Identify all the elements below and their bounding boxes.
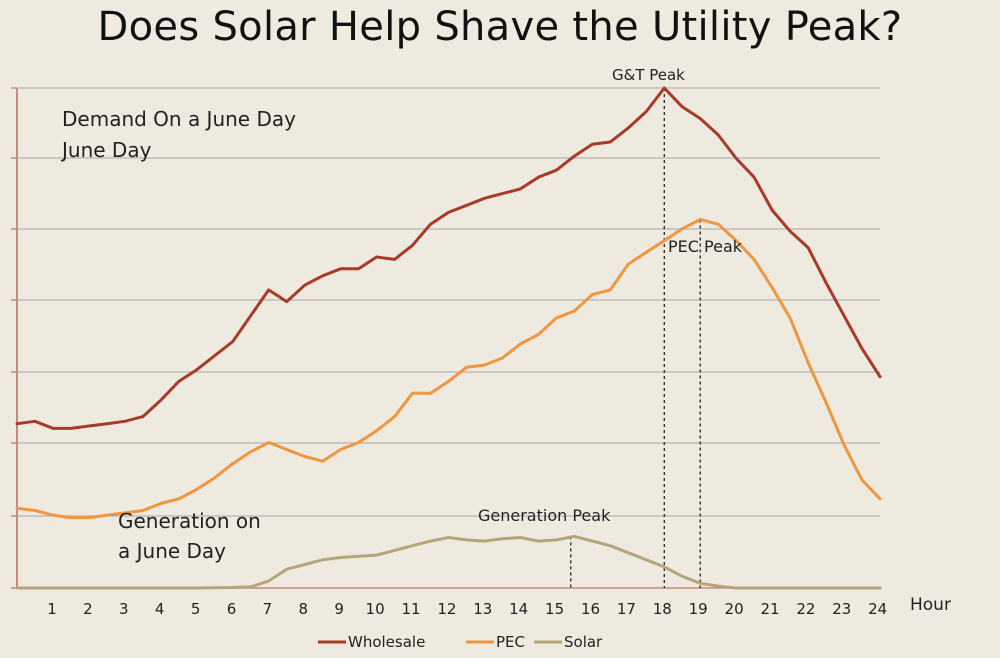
x-tick-label: 13: [473, 600, 492, 618]
x-tick-label: 3: [119, 600, 129, 618]
legend-label-pec: PEC: [496, 633, 525, 651]
x-tick-label: 16: [581, 600, 600, 618]
series-wholesale-line: [15, 86, 882, 430]
x-tick-label: 21: [760, 600, 779, 618]
x-tick-label: 2: [83, 600, 93, 618]
generation-annotation-line2: a June Day: [118, 539, 226, 563]
x-tick-label: 8: [299, 600, 309, 618]
chart-title: Does Solar Help Shave the Utility Peak?: [97, 4, 903, 50]
x-tick-label: 7: [263, 600, 273, 618]
x-tick-label: 9: [334, 600, 344, 618]
legend: Wholesale PEC Solar: [318, 633, 603, 651]
legend-label-solar: Solar: [564, 633, 603, 651]
x-tick-label: 23: [832, 600, 851, 618]
x-tick-label: 18: [653, 600, 672, 618]
x-tick-label: 24: [868, 600, 887, 618]
x-tick-label: 15: [545, 600, 564, 618]
x-tick-label: 20: [725, 600, 744, 618]
peak-guides: [570, 88, 701, 588]
x-tick-label: 14: [509, 600, 528, 618]
x-tick-label: 22: [796, 600, 815, 618]
generation-peak-label: Generation Peak: [478, 506, 611, 525]
x-tick-label: 1: [47, 600, 57, 618]
generation-annotation: Generation on: [118, 509, 261, 533]
x-tick-label: 10: [366, 600, 385, 618]
x-tick-labels: 1 2 3 4 5 6 7 8 9 10 11 12 13 14 15 16 17 18 19 20 21 22 23 24: [47, 600, 887, 618]
x-tick-label: 12: [437, 600, 456, 618]
x-tick-label: 5: [191, 600, 201, 618]
series-lines: [15, 86, 882, 590]
gt-peak-label: G&T Peak: [612, 66, 685, 84]
series-solar-line: [15, 534, 882, 590]
pec-peak-label: PEC Peak: [668, 237, 743, 256]
demand-annotation-line2: June Day: [60, 138, 152, 162]
x-axis-label: Hour: [910, 595, 951, 615]
demand-annotation: Demand On a June Day: [62, 107, 296, 131]
series-pec-line: [15, 218, 882, 520]
x-tick-label: 11: [401, 600, 420, 618]
x-tick-label: 6: [227, 600, 237, 618]
legend-label-wholesale: Wholesale: [348, 633, 425, 651]
x-tick-label: 17: [617, 600, 636, 618]
x-tick-label: 19: [689, 600, 708, 618]
y-ticks: [11, 87, 17, 589]
x-tick-label: 4: [155, 600, 165, 618]
grid-lines: [17, 87, 880, 517]
